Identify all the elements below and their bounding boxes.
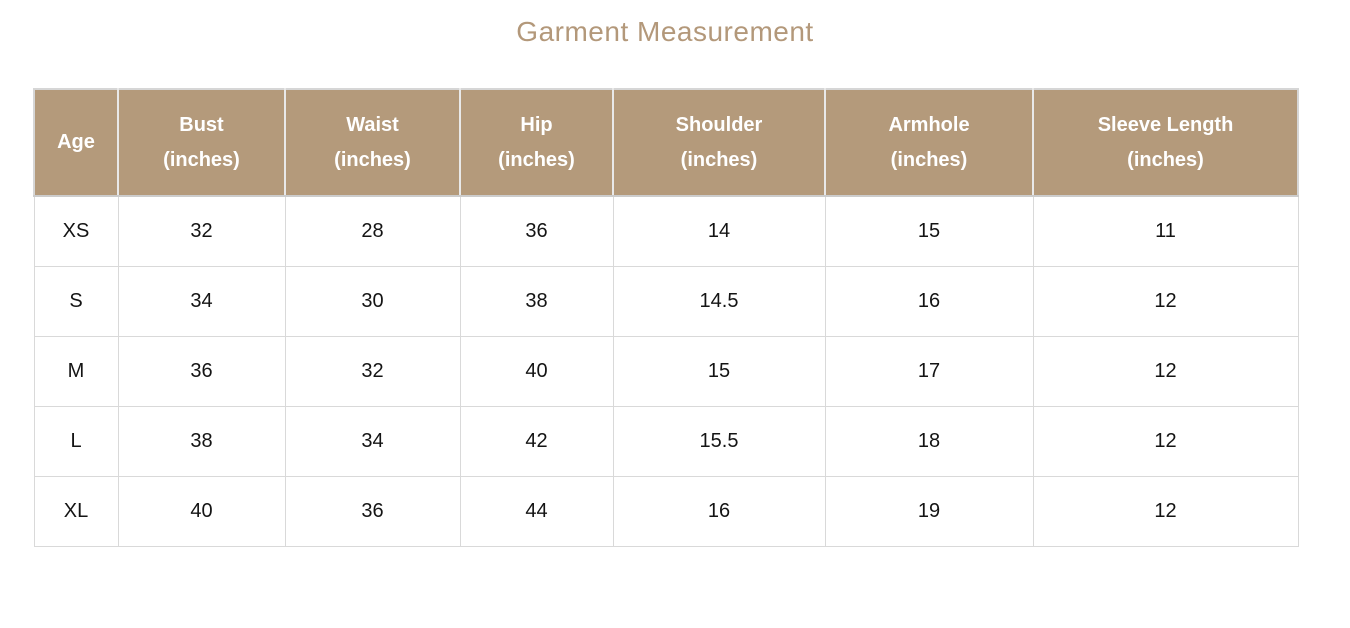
table-row-m: M 36 32 40 15 17 12: [33, 336, 1299, 407]
cell-armhole: 19: [824, 476, 1034, 547]
cell-shoulder: 16: [612, 476, 826, 547]
cell-armhole: 15: [824, 195, 1034, 267]
header-cell-armhole: Armhole (inches): [824, 88, 1034, 197]
cell-hip: 36: [459, 195, 614, 267]
garment-measurement-table: Age Bust (inches) Waist (inches) Hip (in…: [33, 88, 1299, 547]
header-unit: (inches): [890, 148, 968, 171]
cell-size: S: [33, 266, 119, 337]
cell-waist: 30: [284, 266, 461, 337]
cell-waist: 36: [284, 476, 461, 547]
cell-sleeve-length: 11: [1032, 195, 1299, 267]
header-cell-waist: Waist (inches): [284, 88, 461, 197]
cell-waist: 28: [284, 195, 461, 267]
cell-bust: 34: [117, 266, 286, 337]
table-header-row: Age Bust (inches) Waist (inches) Hip (in…: [33, 88, 1299, 197]
header-label: Armhole: [888, 113, 970, 136]
cell-bust: 36: [117, 336, 286, 407]
cell-sleeve-length: 12: [1032, 336, 1299, 407]
header-unit: (inches): [334, 148, 411, 171]
header-label: Hip: [520, 113, 553, 136]
cell-armhole: 17: [824, 336, 1034, 407]
cell-shoulder: 15.5: [612, 406, 826, 477]
cell-size: XS: [33, 195, 119, 267]
cell-sleeve-length: 12: [1032, 406, 1299, 477]
header-label: Sleeve Length: [1097, 113, 1234, 136]
cell-shoulder: 14: [612, 195, 826, 267]
table-row-xl: XL 40 36 44 16 19 12: [33, 476, 1299, 547]
cell-waist: 32: [284, 336, 461, 407]
table-row-l: L 38 34 42 15.5 18 12: [33, 406, 1299, 477]
cell-hip: 40: [459, 336, 614, 407]
header-cell-age: Age: [33, 88, 119, 197]
table-body: XS 32 28 36 14 15 11 S 34 30 38 14.5 16 …: [33, 195, 1299, 547]
header-unit: (inches): [680, 148, 758, 171]
header-label: Shoulder: [675, 113, 763, 136]
cell-hip: 42: [459, 406, 614, 477]
cell-size: L: [33, 406, 119, 477]
cell-sleeve-length: 12: [1032, 476, 1299, 547]
cell-shoulder: 15: [612, 336, 826, 407]
cell-bust: 32: [117, 195, 286, 267]
cell-bust: 40: [117, 476, 286, 547]
header-cell-shoulder: Shoulder (inches): [612, 88, 826, 197]
cell-bust: 38: [117, 406, 286, 477]
table-row-s: S 34 30 38 14.5 16 12: [33, 266, 1299, 337]
header-label: Age: [57, 131, 95, 153]
header-unit: (inches): [1127, 148, 1204, 171]
cell-armhole: 16: [824, 266, 1034, 337]
table-row-xs: XS 32 28 36 14 15 11: [33, 195, 1299, 267]
header-label: Bust: [179, 113, 224, 136]
header-cell-sleeve-length: Sleeve Length (inches): [1032, 88, 1299, 197]
cell-size: XL: [33, 476, 119, 547]
cell-waist: 34: [284, 406, 461, 477]
header-cell-hip: Hip (inches): [459, 88, 614, 197]
cell-hip: 38: [459, 266, 614, 337]
cell-sleeve-length: 12: [1032, 266, 1299, 337]
cell-size: M: [33, 336, 119, 407]
page-title: Garment Measurement: [516, 16, 814, 47]
header-unit: (inches): [498, 148, 575, 171]
cell-hip: 44: [459, 476, 614, 547]
header-cell-bust: Bust (inches): [117, 88, 286, 197]
header-label: Waist: [346, 113, 399, 136]
cell-shoulder: 14.5: [612, 266, 826, 337]
cell-armhole: 18: [824, 406, 1034, 477]
header-unit: (inches): [163, 148, 240, 171]
